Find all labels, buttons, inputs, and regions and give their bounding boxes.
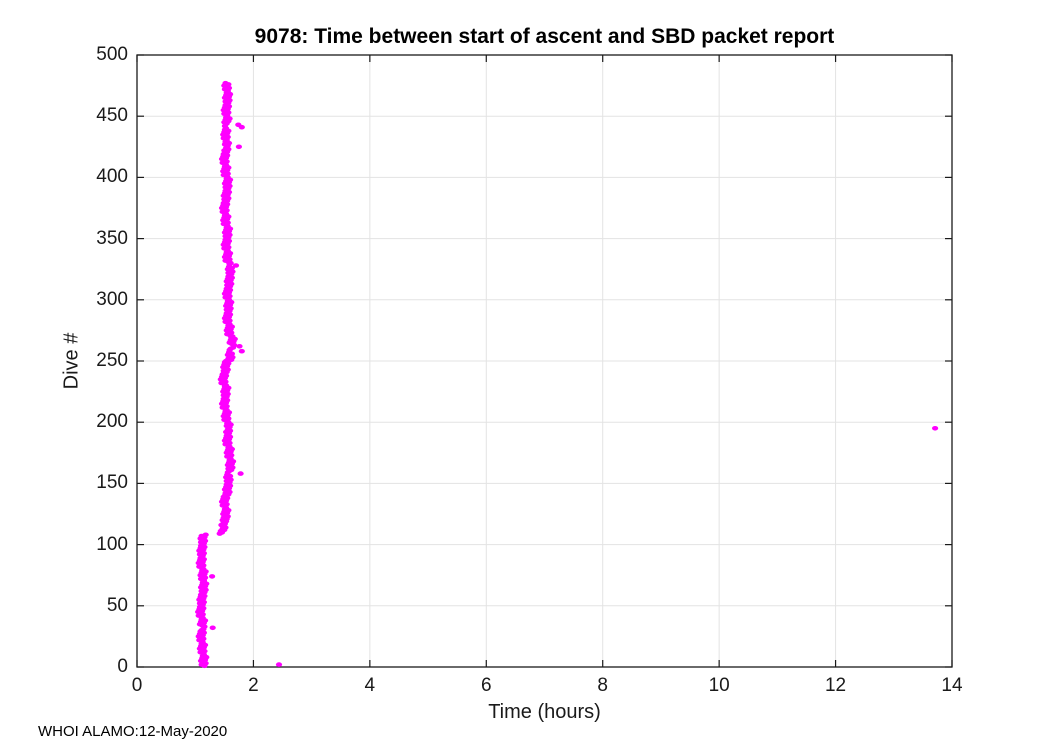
x-tick-label: 12 bbox=[824, 675, 847, 696]
x-tick-label: 10 bbox=[708, 675, 730, 696]
y-tick-label: 50 bbox=[106, 594, 128, 616]
x-tick-label: 14 bbox=[941, 675, 963, 696]
y-tick-label: 200 bbox=[96, 411, 128, 433]
y-tick-label: 100 bbox=[96, 533, 128, 555]
y-tick-label: 400 bbox=[96, 166, 128, 188]
y-tick-label: 250 bbox=[96, 350, 128, 371]
watermark-text: WHOI ALAMO:12-May-2020 bbox=[38, 723, 228, 740]
y-tick-label: 0 bbox=[117, 656, 128, 677]
x-tick-label: 2 bbox=[248, 675, 259, 696]
x-axis-label: Time (hours) bbox=[488, 701, 601, 723]
plot-box bbox=[136, 54, 953, 668]
x-tick-label: 4 bbox=[364, 675, 376, 696]
gridlines bbox=[137, 55, 952, 667]
x-tick-label: 0 bbox=[131, 675, 143, 696]
y-tick-label: 500 bbox=[96, 44, 128, 65]
y-tick-label: 150 bbox=[96, 472, 128, 494]
scatter-points bbox=[195, 80, 939, 669]
x-tick-label: 8 bbox=[597, 675, 608, 696]
y-tick-label: 300 bbox=[96, 288, 128, 310]
y-tick-label: 450 bbox=[96, 105, 128, 127]
x-tick-label: 6 bbox=[480, 675, 492, 696]
y-tick-label: 350 bbox=[96, 227, 128, 249]
chart-title: 9078: Time between start of ascent and S… bbox=[254, 25, 835, 48]
